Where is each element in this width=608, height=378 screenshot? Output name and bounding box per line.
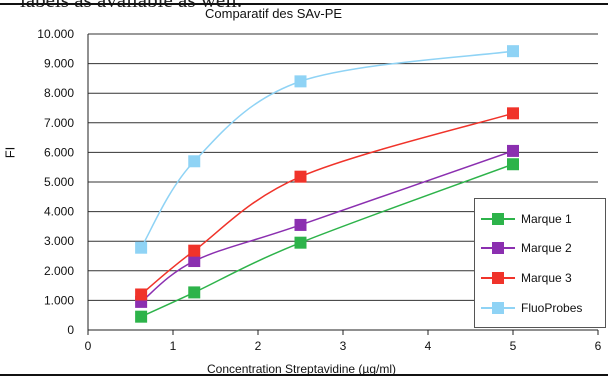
- legend-label-marque-2: Marque 2: [521, 241, 572, 255]
- legend-swatch-marque-3: [481, 268, 515, 288]
- legend-item-marque-1: Marque 1: [481, 209, 572, 229]
- y-tick-label: 6.000: [44, 145, 74, 159]
- legend-label-fluoprobes: FluoProbes: [521, 301, 583, 315]
- data-point-fluoprobes: [507, 45, 519, 58]
- x-tick-label: 2: [255, 339, 262, 353]
- data-point-marque-1: [135, 310, 148, 323]
- data-point-marque-1: [188, 286, 201, 299]
- chart-legend: Marque 1 Marque 2 Marque 3 FluoProbes: [474, 198, 606, 328]
- data-point-fluoprobes: [188, 155, 201, 168]
- data-point-marque-3: [294, 170, 307, 183]
- legend-label-marque-1: Marque 1: [521, 212, 572, 226]
- y-tick-label: 3.000: [44, 234, 74, 248]
- legend-swatch-fluoprobes: [481, 298, 515, 318]
- data-point-marque-3: [507, 107, 519, 120]
- top-rule: [0, 3, 608, 5]
- data-point-marque-2: [188, 255, 201, 268]
- y-tick-label: 8.000: [44, 86, 74, 100]
- legend-item-marque-2: Marque 2: [481, 238, 572, 258]
- data-point-marque-1: [507, 158, 519, 171]
- x-tick-label: 6: [595, 339, 602, 353]
- chart-title: Comparatif des SAv-PE: [205, 6, 343, 21]
- legend-swatch-marque-1: [481, 209, 515, 229]
- legend-item-marque-3: Marque 3: [481, 268, 572, 288]
- data-point-marque-3: [188, 244, 201, 257]
- y-tick-label: 4.000: [44, 205, 74, 219]
- legend-label-marque-3: Marque 3: [521, 271, 572, 285]
- x-tick-label: 4: [425, 339, 432, 353]
- y-tick-label: 2.000: [44, 264, 74, 278]
- series-line-marque-1: [140, 163, 514, 318]
- series-line-marque-3: [140, 112, 514, 296]
- data-point-marque-1: [294, 236, 307, 249]
- x-axis-label: Concentration Streptavidine (µg/ml): [207, 362, 396, 376]
- y-tick-label: 0: [67, 323, 74, 337]
- x-tick-label: 0: [85, 339, 92, 353]
- legend-swatch-marque-2: [481, 238, 515, 258]
- legend-item-fluoprobes: FluoProbes: [481, 298, 582, 318]
- y-tick-label: 7.000: [44, 116, 74, 130]
- y-tick-label: 1.000: [44, 293, 74, 307]
- x-tick-label: 3: [340, 339, 347, 353]
- y-axis-label: FI: [2, 146, 18, 159]
- data-point-marque-2: [507, 144, 519, 157]
- data-point-fluoprobes: [135, 241, 148, 254]
- series-line-marque-2: [140, 150, 514, 303]
- x-tick-label: 5: [510, 339, 517, 353]
- x-tick-label: 1: [170, 339, 177, 353]
- data-point-marque-2: [294, 218, 307, 231]
- y-tick-label: 10.000: [37, 27, 74, 41]
- data-point-fluoprobes: [294, 75, 307, 88]
- bottom-rule: [0, 374, 608, 376]
- y-tick-label: 5.000: [44, 175, 74, 189]
- data-point-marque-3: [135, 288, 148, 301]
- series-line-fluoprobes: [140, 50, 514, 249]
- y-tick-label: 9.000: [44, 57, 74, 71]
